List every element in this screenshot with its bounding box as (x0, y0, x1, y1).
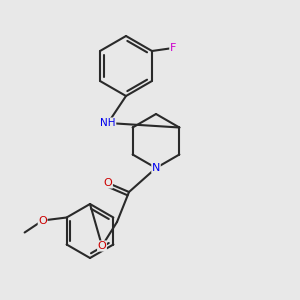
Text: O: O (103, 178, 112, 188)
Text: O: O (98, 241, 106, 251)
Text: NH: NH (100, 118, 116, 128)
Text: O: O (38, 215, 47, 226)
Text: F: F (170, 43, 176, 53)
Text: N: N (152, 163, 160, 173)
